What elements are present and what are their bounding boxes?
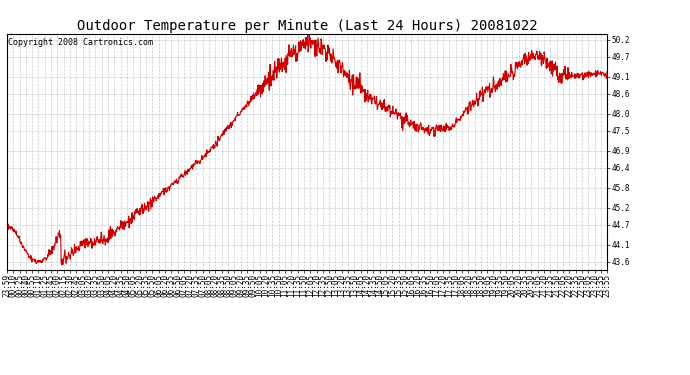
Text: Copyright 2008 Cartronics.com: Copyright 2008 Cartronics.com xyxy=(8,39,153,48)
Title: Outdoor Temperature per Minute (Last 24 Hours) 20081022: Outdoor Temperature per Minute (Last 24 … xyxy=(77,19,538,33)
